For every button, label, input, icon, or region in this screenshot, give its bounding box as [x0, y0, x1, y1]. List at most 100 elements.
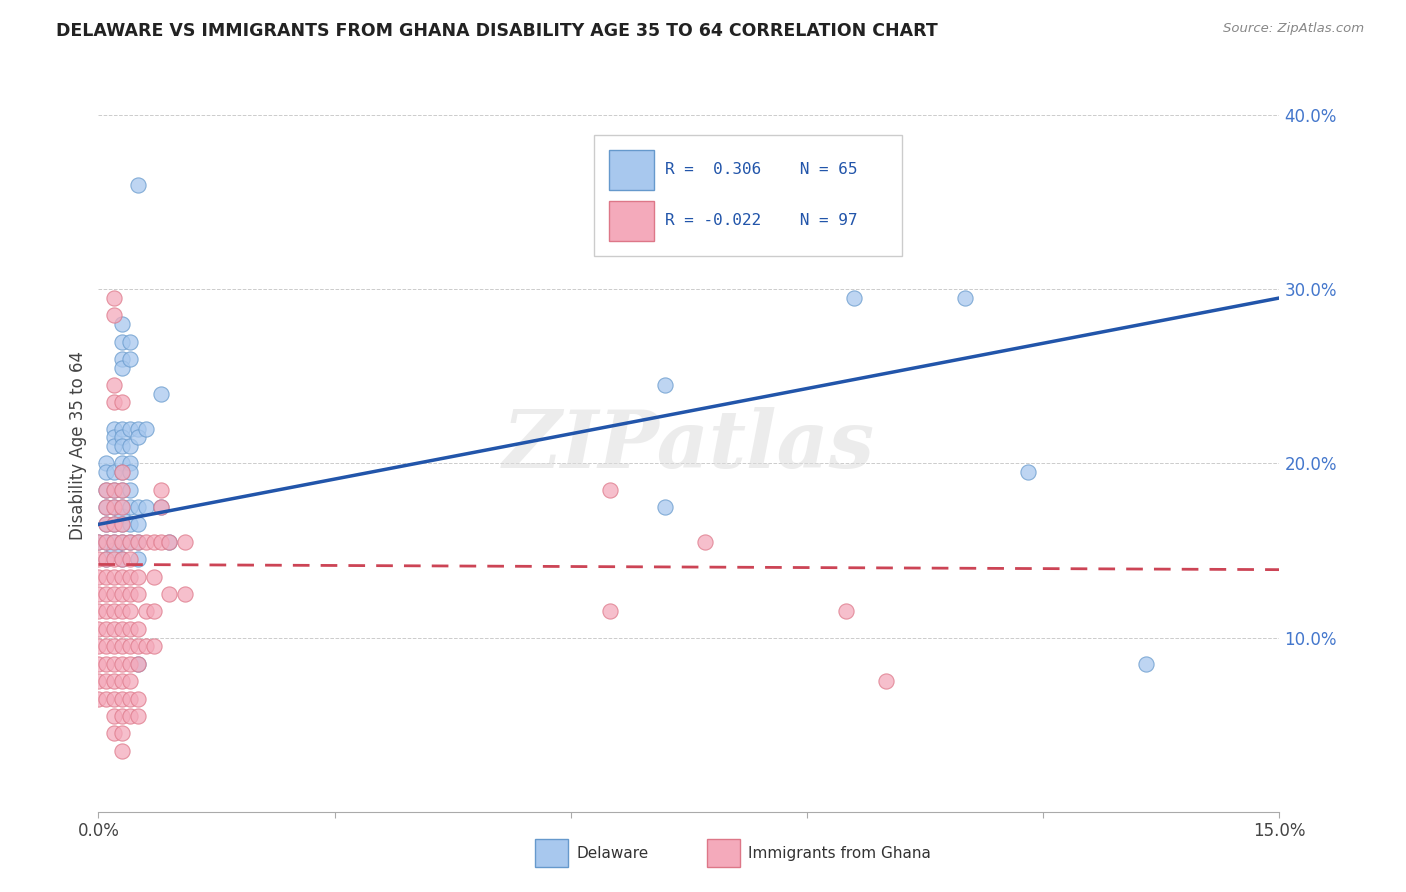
Text: DELAWARE VS IMMIGRANTS FROM GHANA DISABILITY AGE 35 TO 64 CORRELATION CHART: DELAWARE VS IMMIGRANTS FROM GHANA DISABI… [56, 22, 938, 40]
Point [118, 604, 141, 618]
Point [111, 483, 134, 497]
Text: Delaware: Delaware [576, 846, 650, 861]
Point [103, 439, 125, 453]
Point [111, 439, 134, 453]
Point [103, 674, 125, 689]
Point [111, 500, 134, 514]
Point [87, 534, 110, 549]
Point [111, 534, 134, 549]
Point [96, 457, 118, 471]
Point [87, 640, 110, 654]
Point [87, 622, 110, 636]
Point [135, 534, 157, 549]
Point [118, 587, 141, 601]
Point [96, 622, 118, 636]
Point [118, 351, 141, 366]
Point [150, 386, 173, 401]
Point [150, 534, 173, 549]
FancyBboxPatch shape [536, 838, 568, 867]
Point [118, 465, 141, 479]
Point [111, 395, 134, 409]
Text: R = -0.022    N = 97: R = -0.022 N = 97 [665, 213, 858, 228]
Point [111, 691, 134, 706]
Point [103, 378, 125, 392]
Point [599, 604, 621, 618]
Point [118, 534, 141, 549]
Point [150, 500, 173, 514]
Point [103, 657, 125, 671]
Point [127, 569, 149, 583]
Point [118, 552, 141, 566]
Point [157, 534, 180, 549]
Text: R =  0.306    N = 65: R = 0.306 N = 65 [665, 162, 858, 177]
Point [96, 517, 118, 532]
Point [118, 709, 141, 723]
Point [135, 421, 157, 435]
Point [96, 483, 118, 497]
Point [96, 517, 118, 532]
Point [111, 430, 134, 444]
Point [103, 726, 125, 740]
Point [111, 317, 134, 331]
Point [111, 465, 134, 479]
Point [150, 483, 173, 497]
Point [96, 534, 118, 549]
Point [103, 291, 125, 305]
Point [96, 640, 118, 654]
Point [127, 534, 149, 549]
Point [111, 483, 134, 497]
Point [111, 517, 134, 532]
Point [103, 604, 125, 618]
Point [87, 587, 110, 601]
Point [111, 457, 134, 471]
Point [111, 709, 134, 723]
Point [103, 517, 125, 532]
Point [127, 622, 149, 636]
Point [87, 534, 110, 549]
Point [135, 500, 157, 514]
Point [111, 351, 134, 366]
Point [157, 587, 180, 601]
FancyBboxPatch shape [707, 838, 740, 867]
Point [111, 552, 134, 566]
Point [87, 604, 110, 618]
Point [87, 569, 110, 583]
Point [111, 334, 134, 349]
Point [111, 640, 134, 654]
Point [87, 657, 110, 671]
Point [111, 421, 134, 435]
Point [96, 500, 118, 514]
Point [127, 640, 149, 654]
Point [111, 517, 134, 532]
FancyBboxPatch shape [595, 136, 901, 256]
Point [127, 421, 149, 435]
Point [103, 430, 125, 444]
Point [127, 657, 149, 671]
Point [96, 500, 118, 514]
Point [103, 543, 125, 558]
Point [103, 465, 125, 479]
Point [118, 483, 141, 497]
Point [103, 309, 125, 323]
Point [103, 691, 125, 706]
Point [96, 534, 118, 549]
Y-axis label: Disability Age 35 to 64: Disability Age 35 to 64 [69, 351, 87, 541]
Point [103, 395, 125, 409]
Point [150, 500, 173, 514]
Point [127, 500, 149, 514]
Point [103, 569, 125, 583]
Point [118, 691, 141, 706]
Point [111, 587, 134, 601]
Point [103, 552, 125, 566]
Point [844, 291, 866, 305]
Point [127, 534, 149, 549]
Point [142, 604, 165, 618]
Point [654, 378, 676, 392]
Point [118, 674, 141, 689]
Point [111, 569, 134, 583]
Point [111, 500, 134, 514]
Point [118, 622, 141, 636]
Point [103, 483, 125, 497]
Point [96, 691, 118, 706]
Point [127, 178, 149, 192]
